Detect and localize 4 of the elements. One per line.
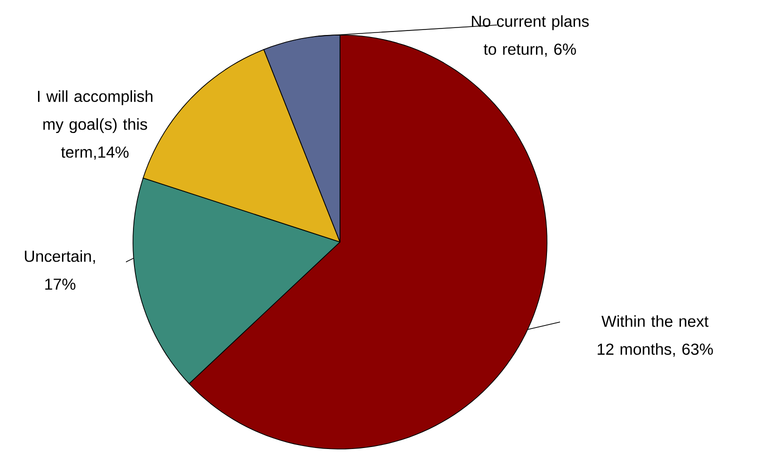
slice-label: Uncertain, 17% xyxy=(24,250,95,290)
slice-label: No current plans to return, 6% xyxy=(472,15,589,57)
slice-label: I will accomplish my goal(s) this term,14% xyxy=(38,90,152,160)
legend-label: Within the next 12 months, 63% xyxy=(598,315,713,357)
